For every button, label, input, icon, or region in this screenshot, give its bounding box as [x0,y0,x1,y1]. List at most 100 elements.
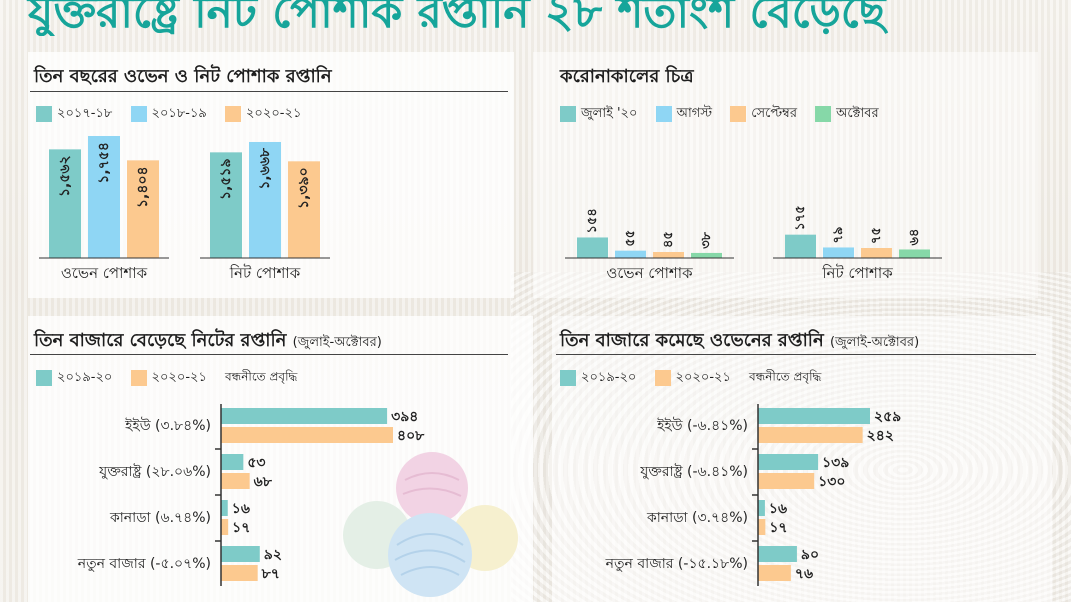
legend-item: ২০২০-২১ [654,368,731,389]
bar [653,252,684,258]
panel1-title: তিন বছরের ওভেন ও নিট পোশাক রপ্তানি [34,66,332,87]
legend-label: ২০২০-২১ [151,370,207,385]
data-label: ৭৯ [831,227,846,244]
bar [221,565,258,581]
bar [758,408,870,424]
data-label: ১৭ [232,520,250,536]
bar [221,427,393,443]
legend-item: আগস্ট [655,104,713,125]
bar [221,454,244,470]
legend-swatch [815,105,832,122]
data-label: ১,৫৬২ [57,155,73,197]
data-label: ৭৬ [795,566,813,582]
legend-label: ২০২০-২১ [245,106,302,121]
yarn-balls-illustration [343,452,518,597]
legend-swatch [36,369,52,386]
legend-item: ২০১৯-২০ [36,368,112,389]
category-label: ইইউ (৩.৮৪%) [124,417,211,434]
data-label: ১,৪০৪ [135,166,151,208]
bar [758,427,863,443]
legend-item: ২০১৭-১৮ [36,104,112,125]
panel4-rule [556,354,1036,355]
bar [221,500,228,516]
legend-swatch [130,369,147,386]
category-label: নিট পোশাক [229,264,301,282]
data-label: ১৫৪ [585,208,600,233]
data-label: ৩৯৪ [391,409,418,425]
data-label: ৪০৮ [397,428,425,444]
legend-item: ২০২০-২১ [224,104,302,125]
chart-covid: ১৫৪ ৫৫ ৪৫ ৩৮ ওভেন পোশাক ১৭৫ ৭৯ ৭৫ ৬৪ নিট পোশাক [565,205,942,282]
bar [758,519,766,535]
category-label: ওভেন পোশাক [606,264,693,282]
legend-swatch [560,369,576,386]
legend-item: ২০২০-২১ [130,368,207,389]
bar [88,136,120,258]
bar [127,160,159,258]
legend-swatch [130,105,147,122]
legend-label: জুলাই '২০ [581,106,638,121]
bar [288,161,320,258]
bar [758,473,815,489]
legend-swatch [655,105,672,122]
panel3-title: তিন বাজারে বেড়েছে নিটের রপ্তানি (জুলাই-… [34,326,382,357]
bar [758,500,765,516]
legend-label: ২০১৯-২০ [581,370,637,385]
legend-swatch [560,105,576,122]
category-label: যুক্তরাষ্ট্র (২৮.০৬%) [98,463,211,480]
category-label: যুক্তরাষ্ট্র (-৬.৪১%) [639,463,748,480]
panel3-rule [30,354,508,355]
panel2-title: করোনাকালের চিত্র [560,66,694,87]
legend-swatch [224,105,241,122]
legend-label: আগস্ট [676,106,713,121]
data-label: ৯০ [801,547,819,563]
data-label: ২৫৯ [874,409,901,425]
bar [691,252,722,258]
bar [577,237,608,258]
panel2-legend: জুলাই '২০ আগস্ট সেপ্টেম্বর অক্টোবর [560,104,893,125]
category-label: ইইউ (-৬.৪১%) [656,417,748,434]
data-label: ৫৫ [623,230,638,247]
data-label: ৬৪ [907,229,922,246]
bar [221,519,229,535]
panel3-legend: ২০১৯-২০ ২০২০-২১ বন্ধনীতে প্রবৃদ্ধি [36,368,297,389]
legend-item: জুলাই '২০ [560,104,637,125]
data-label: ৬৮ [254,474,273,490]
data-label: ১৩০ [818,474,845,490]
data-label: ১,৫১৯ [218,158,234,200]
legend-label: সেপ্টেম্বর [751,106,797,121]
bar [899,249,930,258]
bar [221,408,388,424]
headline: যুক্তরাষ্ট্রে নিট পোশাক রপ্তানি ২৮ শতাংশ… [28,0,886,36]
bar [861,248,892,258]
category-label: কানাডা (৬.৭৪%) [109,510,211,526]
legend-item: সেপ্টেম্বর [730,104,797,125]
panel4-title-text: তিন বাজারে কমেছে ওভেনের রপ্তানি [560,330,824,351]
data-label: ১৬ [232,501,250,517]
panel3-title-text: তিন বাজারে বেড়েছে নিটের রপ্তানি [34,330,287,351]
bar [823,247,854,258]
data-label: ১৩৯ [822,455,849,471]
data-label: ১৭৫ [793,205,808,230]
data-label: ২৪২ [867,428,894,444]
panel3-subtitle: (জুলাই-অক্টোবর) [292,335,382,350]
bar [49,149,81,258]
legend-label: অক্টোবর [836,106,879,121]
data-label: ১৬ [769,501,787,517]
bar [249,141,281,258]
category-label: নতুন বাজার (-৫.০৭%) [77,556,211,572]
bar [758,546,797,562]
legend-item: ২০১৮-১৯ [130,104,207,125]
data-label: ৮৭ [261,566,280,582]
category-label: কানাডা (৩.৭৪%) [646,510,748,526]
bar [758,565,791,581]
bar [210,152,242,258]
legend-swatch [654,369,671,386]
data-label: ৪৫ [661,231,676,248]
panel1-legend: ২০১৭-১৮ ২০১৮-১৯ ২০২০-২১ [36,104,315,125]
legend-label: ২০২০-২১ [675,370,731,385]
legend-note: বন্ধনীতে প্রবৃদ্ধি [749,369,822,384]
legend-swatch [730,105,747,122]
bar [758,454,819,470]
chart-woven-markets: ইইউ (-৬.৪১%) ২৫৯ ২৪২ যুক্তরাষ্ট্র (-৬.৪১%) ১… [605,404,901,586]
